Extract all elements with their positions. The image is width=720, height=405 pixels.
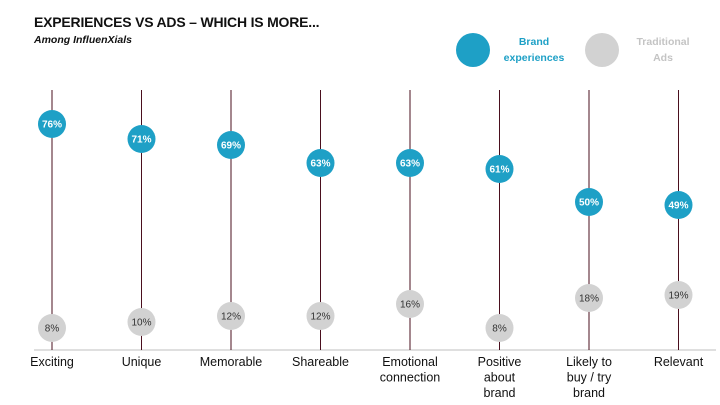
- ads-value-label: 12%: [221, 312, 241, 323]
- brand-dot: [38, 110, 66, 138]
- brand-value-label: 61%: [489, 165, 509, 176]
- ads-value-label: 8%: [492, 324, 507, 335]
- category-label-line: Positive: [478, 355, 522, 369]
- brand-value-label: 63%: [310, 159, 330, 170]
- category-label: Unique: [122, 355, 162, 369]
- chart-title: EXPERIENCES VS ADS – WHICH IS MORE...: [34, 14, 320, 30]
- brand-dot: [664, 191, 693, 219]
- legend-label-brand: Brand experiences: [503, 36, 565, 64]
- legend-swatch-brand: [456, 33, 490, 67]
- brand-dot: [575, 188, 603, 216]
- category-label-line: brand: [573, 386, 605, 400]
- ads-dot: [306, 302, 335, 330]
- brand-dot: [396, 149, 424, 177]
- legend-item-ads: Traditional Ads: [585, 33, 699, 67]
- legend-label-ads: Traditional Ads: [636, 36, 690, 64]
- brand-dot: [217, 131, 245, 159]
- category-label: Emotional connection: [380, 355, 441, 385]
- category-label-line: Emotional: [382, 355, 438, 369]
- category-label-line: Memorable: [200, 355, 263, 369]
- category-label-line: Relevant: [654, 355, 704, 369]
- brand-dot: [485, 155, 514, 183]
- ads-dot: [485, 314, 514, 342]
- chart-subtitle: Among InfluenXials: [34, 34, 133, 46]
- legend-item-brand: Brand experiences: [456, 33, 570, 67]
- category-label-line: buy / try: [567, 371, 612, 385]
- ads-dot: [575, 284, 603, 312]
- category-label-line: Unique: [122, 355, 162, 369]
- ads-dot: [38, 314, 66, 342]
- ads-dot: [396, 290, 424, 318]
- category-label: Exciting: [30, 355, 74, 369]
- category-label: Shareable: [292, 355, 349, 369]
- brand-value-label: 69%: [221, 141, 241, 152]
- category-label-line: connection: [380, 371, 441, 385]
- category-label-line: about: [484, 371, 516, 385]
- category-label: Positive about brand: [478, 355, 522, 400]
- category-label-line: brand: [484, 386, 516, 400]
- brand-value-label: 76%: [42, 120, 62, 131]
- category-label-line: Likely to: [566, 355, 612, 369]
- brand-value-label: 71%: [131, 135, 151, 146]
- brand-dot: [306, 149, 335, 177]
- brand-value-label: 49%: [668, 201, 688, 212]
- ads-value-label: 8%: [45, 324, 60, 335]
- ads-dot: [127, 308, 156, 336]
- ads-value-label: 16%: [400, 300, 420, 311]
- brand-value-label: 63%: [400, 159, 420, 170]
- ads-value-label: 10%: [131, 318, 151, 329]
- category-label-line: Exciting: [30, 355, 74, 369]
- brand-dot: [127, 125, 156, 153]
- ads-value-label: 19%: [668, 291, 688, 302]
- ads-value-label: 18%: [579, 294, 599, 305]
- category-label: Relevant: [654, 355, 704, 369]
- category-label-line: Shareable: [292, 355, 349, 369]
- category-label: Memorable: [200, 355, 263, 369]
- brand-value-label: 50%: [579, 198, 599, 209]
- ads-dot: [217, 302, 245, 330]
- legend-swatch-ads: [585, 33, 619, 67]
- category-label: Likely to buy / try brand: [566, 355, 612, 400]
- ads-dot: [664, 281, 693, 309]
- ads-value-label: 12%: [310, 312, 330, 323]
